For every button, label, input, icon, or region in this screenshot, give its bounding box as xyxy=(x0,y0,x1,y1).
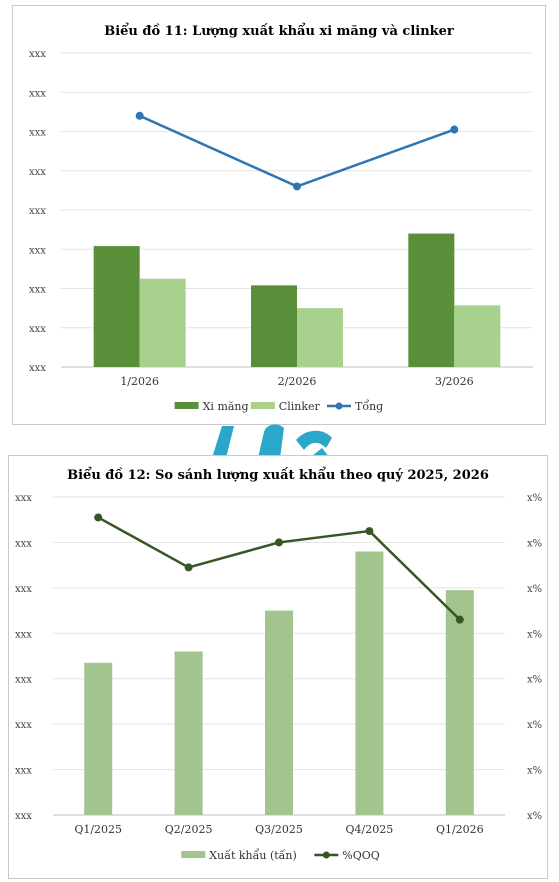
x-tick-label: Q1/2026 xyxy=(436,823,484,836)
y-tick-label: xxx xyxy=(15,811,32,822)
bar-xuat-khau xyxy=(445,590,474,815)
y-tick-label: xxx xyxy=(15,766,32,777)
x-tick-label: Q3/2025 xyxy=(255,823,303,836)
y2-tick-label: x% xyxy=(527,766,542,777)
point-qoq xyxy=(455,615,464,624)
point-tong xyxy=(135,111,144,120)
point-tong xyxy=(450,125,459,134)
point-qoq xyxy=(365,527,374,536)
bar-xuat-khau xyxy=(84,662,113,815)
point-tong xyxy=(293,182,301,191)
y-tick-label: xxx xyxy=(29,88,46,99)
legend-label: Xuất khẩu (tấn) xyxy=(209,849,296,862)
bar-xi-mang xyxy=(408,233,455,367)
bar-clinker xyxy=(454,305,501,367)
y-tick-label: xxx xyxy=(15,629,32,640)
y-tick-label: xxx xyxy=(29,206,46,217)
series-line-qoq xyxy=(97,516,461,621)
point-qoq xyxy=(94,513,103,522)
bar-xuat-khau xyxy=(174,651,203,815)
x-tick-label: Q4/2025 xyxy=(346,823,394,836)
x-tick-label: 2/2026 xyxy=(278,375,317,388)
x-tick-label: 1/2026 xyxy=(120,375,159,388)
y-tick-label: xxx xyxy=(29,245,46,256)
y-tick-label: xxx xyxy=(15,584,32,595)
bar-xi-mang xyxy=(251,285,297,367)
legend-label: Xi măng xyxy=(203,400,249,413)
x-tick-label: Q2/2025 xyxy=(165,823,213,836)
chart-panel-12: Biểu đồ 12: So sánh lượng xuất khẩu theo… xyxy=(8,455,548,879)
chart-11-title: Biểu đồ 11: Lượng xuất khẩu xi măng và c… xyxy=(104,23,454,39)
watermark-logo xyxy=(212,424,332,458)
legend-swatch xyxy=(174,402,199,409)
y-tick-label: xxx xyxy=(15,538,32,549)
point-qoq xyxy=(275,538,283,547)
legend-label: Clinker xyxy=(279,400,321,413)
bar-xuat-khau xyxy=(265,610,293,815)
y2-tick-label: x% xyxy=(527,584,542,595)
y2-tick-label: x% xyxy=(527,629,542,640)
y-tick-label: xxx xyxy=(29,363,46,374)
chart-12-svg: Biểu đồ 12: So sánh lượng xuất khẩu theo… xyxy=(15,467,542,862)
y-tick-label: xxx xyxy=(15,720,32,731)
y2-tick-label: x% xyxy=(527,538,542,549)
series-line-tong xyxy=(139,114,455,188)
legend-marker xyxy=(322,851,330,859)
legend-swatch xyxy=(181,851,206,858)
bar-clinker xyxy=(139,278,186,367)
legend-marker xyxy=(335,402,343,410)
legend-label: Tổng xyxy=(355,400,383,413)
y-tick-label: xxx xyxy=(29,167,46,178)
y-tick-label: xxx xyxy=(29,49,46,60)
point-qoq xyxy=(184,563,193,572)
chart-panel-11: Biểu đồ 11: Lượng xuất khẩu xi măng và c… xyxy=(12,5,546,425)
y-tick-label: xxx xyxy=(29,324,46,335)
bar-clinker xyxy=(297,308,343,367)
x-tick-label: Q1/2025 xyxy=(74,823,122,836)
y2-tick-label: x% xyxy=(527,675,542,686)
y2-tick-label: x% xyxy=(527,493,542,504)
bar-xuat-khau xyxy=(355,551,384,815)
bar-xi-mang xyxy=(93,246,140,367)
chart-11-svg: Biểu đồ 11: Lượng xuất khẩu xi măng và c… xyxy=(29,23,533,413)
chart-12-title: Biểu đồ 12: So sánh lượng xuất khẩu theo… xyxy=(67,467,489,483)
legend-swatch xyxy=(250,402,275,409)
x-tick-label: 3/2026 xyxy=(435,375,474,388)
y-tick-label: xxx xyxy=(29,285,46,296)
legend-label: %QOQ xyxy=(342,849,380,862)
y-tick-label: xxx xyxy=(15,675,32,686)
y-tick-label: xxx xyxy=(29,128,46,139)
y-tick-label: xxx xyxy=(15,493,32,504)
y2-tick-label: x% xyxy=(527,720,542,731)
y2-tick-label: x% xyxy=(527,811,542,822)
